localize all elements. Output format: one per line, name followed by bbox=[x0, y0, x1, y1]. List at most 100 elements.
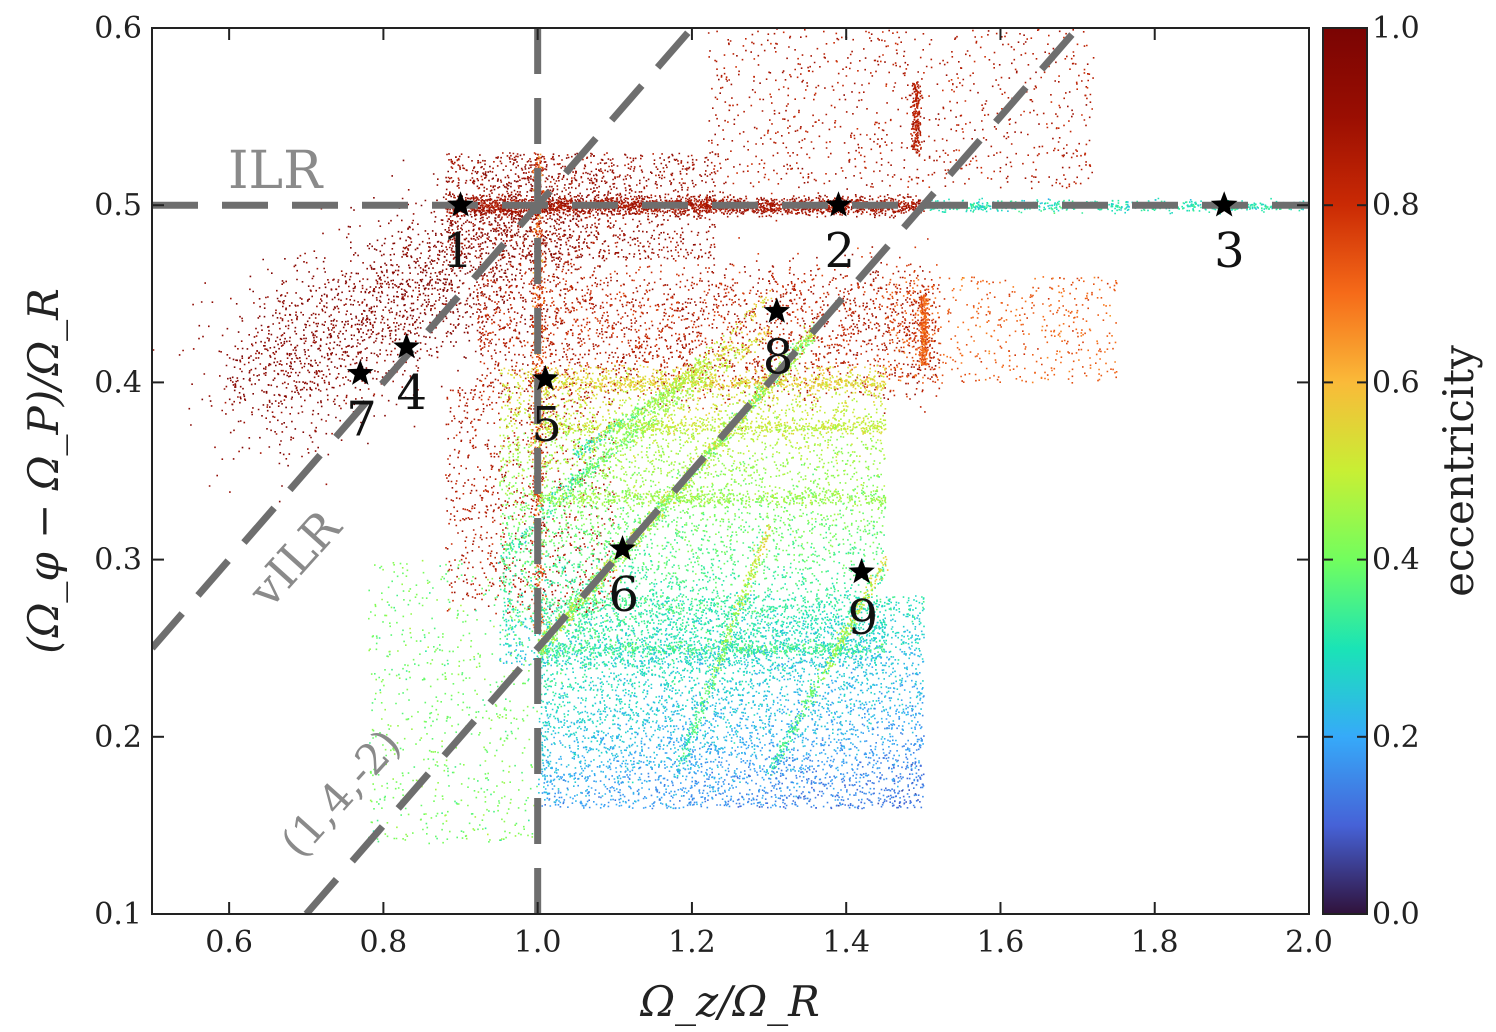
scatter-point-group bbox=[273, 29, 1091, 623]
scatter-point-group bbox=[551, 363, 872, 640]
scatter-point-group bbox=[893, 767, 895, 769]
scatter-point-group bbox=[534, 255, 966, 580]
scatter-point-group bbox=[905, 756, 908, 759]
scatter-point-group bbox=[524, 202, 1257, 803]
scatter-point-group bbox=[588, 749, 590, 752]
y-tick-label: 0.1 bbox=[94, 897, 142, 932]
scatter-point-group bbox=[538, 371, 882, 636]
scatter-point-group bbox=[684, 685, 687, 688]
orbit-label-9: 9 bbox=[848, 590, 879, 646]
scatter-point-group bbox=[468, 442, 825, 826]
x-axis-ticks: 0.6 0.8 1.0 1.2 1.4 1.6 1.8 2.0 bbox=[205, 28, 1333, 960]
scatter-point-group bbox=[450, 33, 1092, 595]
x-tick-label: 0.6 bbox=[205, 925, 253, 960]
y-tick-label: 0.3 bbox=[94, 543, 142, 578]
scatter-point-group bbox=[543, 665, 922, 806]
scatter-point-group bbox=[448, 90, 1008, 619]
scatter-point-group bbox=[515, 202, 1282, 751]
x-tick-label: 1.6 bbox=[977, 925, 1025, 960]
scatter-point-group bbox=[693, 361, 739, 424]
scatter-point-group bbox=[1080, 335, 1083, 337]
scatter-point-group bbox=[259, 37, 1064, 591]
orbit-label-1: 1 bbox=[443, 223, 474, 279]
scatter-point-group bbox=[562, 204, 1056, 806]
scatter-point-group bbox=[914, 793, 917, 795]
orbit-label-4: 4 bbox=[397, 365, 428, 421]
y-axis-title: (Ω_φ − Ω_P)/Ω_R bbox=[19, 288, 68, 654]
scatter-point-group bbox=[508, 202, 1307, 714]
scatter-point-group bbox=[287, 33, 1054, 618]
scatter-point-group bbox=[901, 790, 903, 792]
scatter-point-group bbox=[524, 202, 1263, 765]
scatter-point-group bbox=[911, 782, 914, 784]
scatter-point-group bbox=[507, 201, 1293, 771]
scatter-point-group bbox=[639, 266, 641, 269]
scatter-point-group bbox=[406, 335, 854, 721]
scatter-point-group bbox=[898, 801, 907, 807]
scatter-point-group bbox=[583, 703, 894, 809]
scatter-point-group bbox=[448, 32, 1089, 595]
scatter-point-group bbox=[670, 766, 672, 768]
scatter-point-group bbox=[541, 259, 879, 580]
scatter-point-group bbox=[693, 768, 925, 806]
scatter-point-group bbox=[893, 780, 896, 782]
scatter-point-group bbox=[281, 49, 1056, 556]
scatter-point-group bbox=[536, 162, 1072, 531]
scatter-point-group bbox=[559, 313, 1054, 389]
scatter-point-group bbox=[447, 339, 865, 773]
scatter-point-group bbox=[549, 646, 919, 808]
y-tick-label: 0.6 bbox=[94, 11, 142, 46]
scatter-point-group bbox=[538, 201, 1295, 781]
scatter-point-group bbox=[283, 49, 1079, 613]
scatter-point-group bbox=[836, 804, 838, 807]
scatter-point-group bbox=[535, 230, 1043, 587]
scatter-point-group bbox=[252, 196, 910, 409]
scatter-point-group bbox=[536, 278, 1088, 358]
scatter-point-group bbox=[569, 656, 881, 745]
scatter-point-group bbox=[510, 204, 1149, 781]
scatter-point-group bbox=[484, 202, 1277, 764]
scatter-point-group bbox=[505, 200, 1306, 773]
scatter-point-group bbox=[639, 743, 860, 801]
scatter-point-group bbox=[887, 795, 890, 798]
colorbar-label: eccentricity bbox=[1434, 345, 1483, 597]
scatter-point-group bbox=[877, 802, 880, 805]
scatter-point-group bbox=[555, 767, 557, 770]
scatter-point-group bbox=[844, 784, 846, 786]
scatter-point-group bbox=[544, 654, 919, 756]
scatter-point-group bbox=[536, 215, 762, 625]
scatter-point-group bbox=[919, 306, 1080, 346]
scatter-point-group bbox=[389, 339, 866, 727]
scatter-point-group bbox=[799, 344, 801, 346]
scatter-point-group bbox=[608, 673, 925, 809]
scatter-point-group bbox=[304, 61, 1057, 545]
scatter-point-group bbox=[537, 426, 539, 429]
scatter-point-group bbox=[396, 341, 885, 813]
orbit-star-6 bbox=[609, 535, 636, 561]
colorbar-ticks: 0.0 0.2 0.4 0.6 0.8 1.0 bbox=[1323, 11, 1420, 932]
scatter-point-group bbox=[464, 86, 1071, 535]
scatter-point-group bbox=[531, 266, 1098, 601]
scatter-point-group bbox=[369, 199, 1065, 746]
scatter-point-group bbox=[911, 652, 914, 654]
scatter-point-group bbox=[515, 357, 869, 611]
scatter-point-group bbox=[507, 199, 1256, 736]
scatter-point-group bbox=[548, 202, 1303, 767]
scatter-point-group bbox=[975, 159, 978, 162]
scatter-point-group bbox=[505, 204, 1074, 721]
scatter-point-group bbox=[469, 42, 983, 633]
vilr-label: vILR bbox=[237, 499, 352, 618]
scatter-point-group bbox=[659, 396, 748, 502]
scatter-point-group bbox=[679, 800, 681, 802]
resonance-lines bbox=[152, 28, 1309, 914]
x-tick-label: 2.0 bbox=[1285, 925, 1333, 960]
scatter-point-group bbox=[374, 202, 1234, 702]
scatter-point-group bbox=[500, 163, 937, 569]
orbit-markers: 1 2 3 4 5 6 7 8 9 bbox=[346, 191, 1245, 646]
scatter-point-group bbox=[452, 32, 1050, 613]
scatter-point-group bbox=[514, 337, 884, 634]
colorbar-tick-label: 0.0 bbox=[1372, 897, 1420, 932]
scatter-point-group bbox=[455, 52, 1056, 606]
scatter-point-group bbox=[369, 771, 372, 773]
scatter-point-group bbox=[499, 202, 1294, 739]
